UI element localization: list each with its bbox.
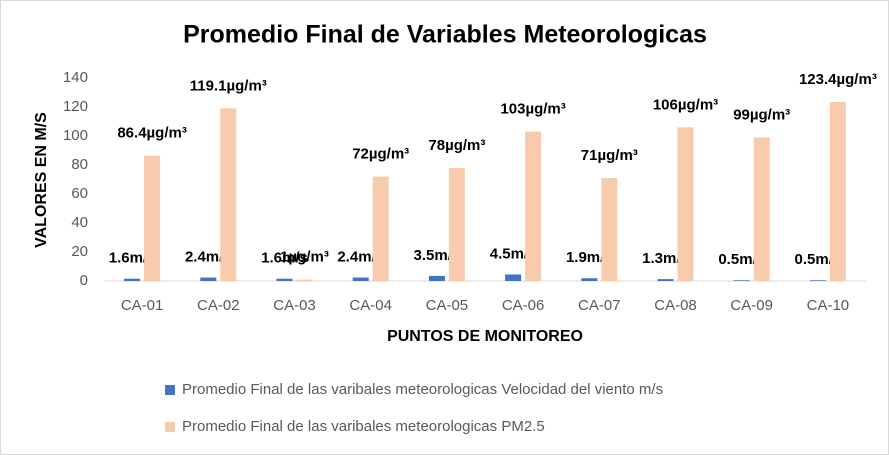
value-label: 123.4µg/m³	[799, 71, 877, 88]
legend-swatch	[165, 385, 175, 395]
y-tick-label: 120	[63, 98, 88, 115]
value-label: 71µg/m³	[581, 147, 638, 164]
y-tick-label: 80	[71, 156, 88, 173]
y-tick-label: 100	[63, 127, 88, 144]
bar	[829, 102, 846, 281]
y-tick-label: 40	[71, 214, 88, 231]
bar	[200, 277, 217, 281]
x-tick-label: CA-10	[807, 297, 850, 314]
value-label: 119.1µg/m³	[190, 77, 267, 94]
x-axis-title: PUNTOS DE MONITOREO	[387, 328, 583, 345]
bar	[733, 280, 750, 281]
value-label: 1.6m/s	[261, 250, 308, 267]
bar	[352, 277, 369, 281]
x-tick-label: CA-07	[578, 297, 621, 314]
y-tick-label: 140	[63, 69, 88, 86]
value-label: 106µg/m³	[653, 96, 718, 113]
bar	[525, 131, 542, 281]
legend-swatch	[165, 422, 175, 432]
value-label: 4.5m/s	[490, 245, 537, 262]
y-tick-label: 60	[71, 185, 88, 202]
value-label: 78µg/m³	[428, 137, 485, 154]
value-label: 1.6m/s	[109, 250, 156, 267]
bar	[428, 275, 445, 281]
value-label: 2.4m/s	[185, 248, 232, 265]
value-label: 0.5m/s	[795, 251, 842, 268]
value-label: 1.9m/s	[566, 249, 613, 266]
y-tick-label: 0	[80, 272, 88, 289]
value-label: 103µg/m³	[500, 101, 565, 118]
x-tick-label: CA-08	[654, 297, 697, 314]
x-tick-label: CA-03	[273, 297, 316, 314]
value-label: 2.4m/s	[337, 248, 384, 265]
value-label: 72µg/m³	[352, 146, 409, 163]
x-tick-label: CA-05	[426, 297, 469, 314]
bar	[677, 127, 694, 281]
bar	[124, 278, 141, 281]
value-label: 1µg/m³	[280, 249, 329, 266]
x-tick-label: CA-01	[121, 297, 164, 314]
bar	[296, 279, 313, 281]
value-label: 3.5m/s	[414, 247, 461, 264]
chart-title: Promedio Final de Variables Meteorologic…	[183, 21, 707, 49]
x-tick-label: CA-09	[730, 297, 773, 314]
x-tick-label: CA-02	[197, 297, 240, 314]
value-label: 1.3m/s	[642, 250, 689, 267]
bar	[276, 278, 293, 281]
legend-label: Promedio Final de las varibales meteorol…	[182, 381, 663, 398]
bar	[753, 137, 770, 281]
bar	[809, 280, 826, 281]
value-label: 99µg/m³	[733, 106, 790, 123]
y-tick-label: 20	[71, 243, 88, 260]
value-label: 86.4µg/m³	[117, 125, 187, 142]
value-label: 0.5m/s	[718, 251, 765, 268]
x-tick-label: CA-04	[349, 297, 392, 314]
x-tick-label: CA-06	[502, 297, 545, 314]
bar	[505, 274, 522, 281]
bar	[601, 178, 618, 281]
bar	[448, 167, 465, 281]
legend-label: Promedio Final de las varibales meteorol…	[182, 418, 545, 435]
bar	[372, 176, 389, 281]
y-axis-title: VALORES EN M/S	[33, 112, 50, 248]
bar	[581, 278, 598, 281]
bar	[657, 279, 674, 281]
bar	[144, 155, 161, 281]
bar	[220, 108, 237, 282]
